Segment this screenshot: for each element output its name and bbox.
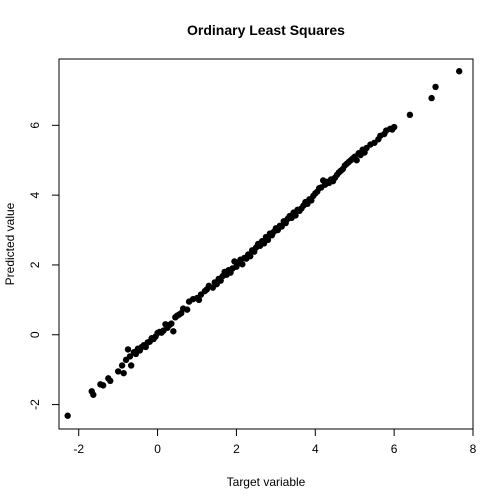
x-axis-label: Target variable [227, 475, 306, 489]
y-axis-label: Predicted value [3, 202, 17, 285]
x-tick-label: 2 [233, 442, 240, 456]
data-point [428, 94, 435, 102]
data-point [239, 261, 246, 268]
data-point [64, 412, 71, 419]
data-point [170, 328, 177, 335]
data-point [99, 382, 107, 389]
data-point [406, 111, 414, 119]
data-points [64, 68, 463, 419]
data-point [107, 377, 114, 385]
data-point [456, 68, 463, 75]
data-point [432, 83, 439, 91]
data-point [118, 362, 126, 369]
y-tick-label: 2 [28, 261, 42, 268]
data-point [353, 157, 360, 164]
y-tick-label: 6 [28, 122, 42, 129]
data-point [195, 296, 203, 304]
y-tick-label: -2 [28, 399, 42, 410]
data-point [127, 362, 135, 369]
data-point [168, 320, 175, 327]
x-tick-label: 6 [391, 442, 398, 456]
data-point [126, 353, 134, 360]
data-point [114, 368, 122, 375]
data-point [247, 253, 254, 260]
y-axis: -2 0 2 4 6 [28, 122, 59, 410]
data-point [120, 369, 127, 377]
y-tick-label: 0 [28, 331, 42, 338]
data-point [292, 212, 299, 219]
chart-title: Ordinary Least Squares [187, 22, 345, 38]
data-point [90, 391, 97, 398]
data-point [390, 123, 398, 131]
plot-frame [58, 58, 474, 430]
data-point [183, 306, 191, 313]
data-point [124, 346, 132, 353]
y-tick-label: 4 [28, 191, 42, 198]
x-tick-label: -2 [73, 442, 84, 456]
x-tick-label: 0 [154, 442, 161, 456]
x-tick-label: 4 [312, 442, 319, 456]
x-axis: -2 0 2 4 6 8 [73, 429, 477, 456]
x-tick-label: 8 [470, 442, 477, 456]
data-point [264, 236, 272, 244]
